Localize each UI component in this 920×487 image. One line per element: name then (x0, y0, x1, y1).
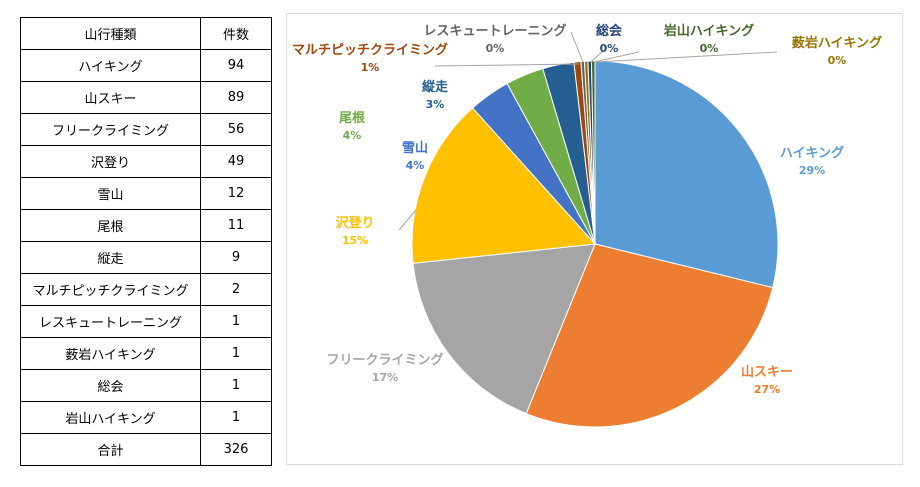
slice-label: 雪山 (402, 140, 428, 156)
leader-line (593, 51, 640, 63)
table-row: 縦走 9 (20, 241, 272, 274)
row-category: 岩山ハイキング (20, 401, 201, 434)
leader-line (398, 209, 417, 231)
slice-percent-label: 4% (406, 159, 425, 172)
slice-label: 縦走 (422, 79, 449, 95)
data-table: 山行種類 件数 ハイキング 94 山スキー 89 フリークライミング 56 沢登り 49… (20, 17, 272, 466)
row-category: 沢登り (20, 145, 201, 178)
header-count: 件数 (200, 17, 272, 50)
table-row: 岩山ハイキング 1 (20, 401, 272, 434)
row-count: 94 (200, 49, 272, 82)
row-count: 49 (200, 145, 272, 178)
table-row: 総会 1 (20, 369, 272, 402)
row-category: マルチピッチクライミング (20, 273, 201, 306)
slice-percent-label: 17% (372, 371, 398, 384)
row-category: 薮岩ハイキング (20, 337, 201, 370)
slice-percent-label: 4% (343, 129, 362, 142)
slice-percent-label: 0% (700, 42, 719, 55)
header-category: 山行種類 (20, 17, 201, 50)
slice-percent-label: 1% (361, 61, 380, 74)
pie-slice (525, 243, 774, 428)
row-count: 12 (200, 177, 272, 210)
slice-percent-label: 0% (600, 42, 619, 55)
slice-label: 山スキー (741, 364, 793, 380)
row-count: 11 (200, 209, 272, 242)
chart-area: ハイキング 29% 山スキー 27% フリークライミング 17% 沢登り 15% 雪山 4% 尾根 4… (286, 13, 903, 465)
pie-slice (411, 107, 597, 264)
slice-percent-label: 29% (799, 164, 825, 177)
row-count: 1 (200, 369, 272, 402)
pie-chart: ハイキング 29% 山スキー 27% フリークライミング 17% 沢登り 15% 雪山 4% 尾根 4… (292, 23, 882, 428)
row-category: ハイキング (20, 49, 201, 82)
table-row: 薮岩ハイキング 1 (20, 337, 272, 370)
leader-line (590, 51, 603, 63)
row-count: 1 (200, 401, 272, 434)
total-label: 合計 (20, 433, 201, 466)
row-category: 尾根 (20, 209, 201, 242)
table-row: ハイキング 94 (20, 49, 272, 82)
table-total-row: 合計 326 (20, 433, 272, 466)
slice-percent-label: 27% (754, 383, 780, 396)
table-row: 沢登り 49 (20, 145, 272, 178)
table-row: 尾根 11 (20, 209, 272, 242)
slice-label: フリークライミング (326, 352, 443, 368)
slice-label: 尾根 (339, 110, 366, 126)
slice-label: 沢登り (335, 215, 374, 231)
table-row: 雪山 12 (20, 177, 272, 210)
pie-slice (412, 243, 596, 415)
row-category: 総会 (20, 369, 201, 402)
row-count: 2 (200, 273, 272, 306)
row-count: 9 (200, 241, 272, 274)
slice-label: 薮岩ハイキング (792, 35, 882, 51)
row-category: レスキュートレーニング (20, 305, 201, 338)
slice-label: レスキュートレーニング (423, 23, 566, 39)
total-count: 326 (200, 433, 272, 466)
table-row: レスキュートレーニング 1 (20, 305, 272, 338)
leader-line (434, 63, 580, 67)
row-count: 89 (200, 81, 272, 114)
row-category: 山スキー (20, 81, 201, 114)
slice-percent-label: 0% (828, 54, 847, 67)
pie-slice (594, 60, 779, 289)
slice-percent-label: 15% (342, 234, 368, 247)
leader-line (570, 31, 584, 63)
row-category: 縦走 (20, 241, 201, 274)
row-category: フリークライミング (20, 113, 201, 146)
table-row: 山スキー 89 (20, 81, 272, 114)
leader-line (595, 51, 778, 63)
row-category: 雪山 (20, 177, 201, 210)
row-count: 1 (200, 305, 272, 338)
slice-label: 岩山ハイキング (663, 23, 754, 39)
row-count: 1 (200, 337, 272, 370)
table-row: フリークライミング 56 (20, 113, 272, 146)
slice-label: 総会 (596, 23, 623, 39)
table-row: マルチピッチクライミング 2 (20, 273, 272, 306)
row-count: 56 (200, 113, 272, 146)
slice-label: マルチピッチクライミング (292, 42, 448, 58)
slice-percent-label: 3% (426, 98, 445, 111)
slice-label: ハイキング (780, 145, 844, 161)
slice-percent-label: 0% (486, 42, 505, 55)
table-header-row: 山行種類 件数 (20, 17, 272, 50)
